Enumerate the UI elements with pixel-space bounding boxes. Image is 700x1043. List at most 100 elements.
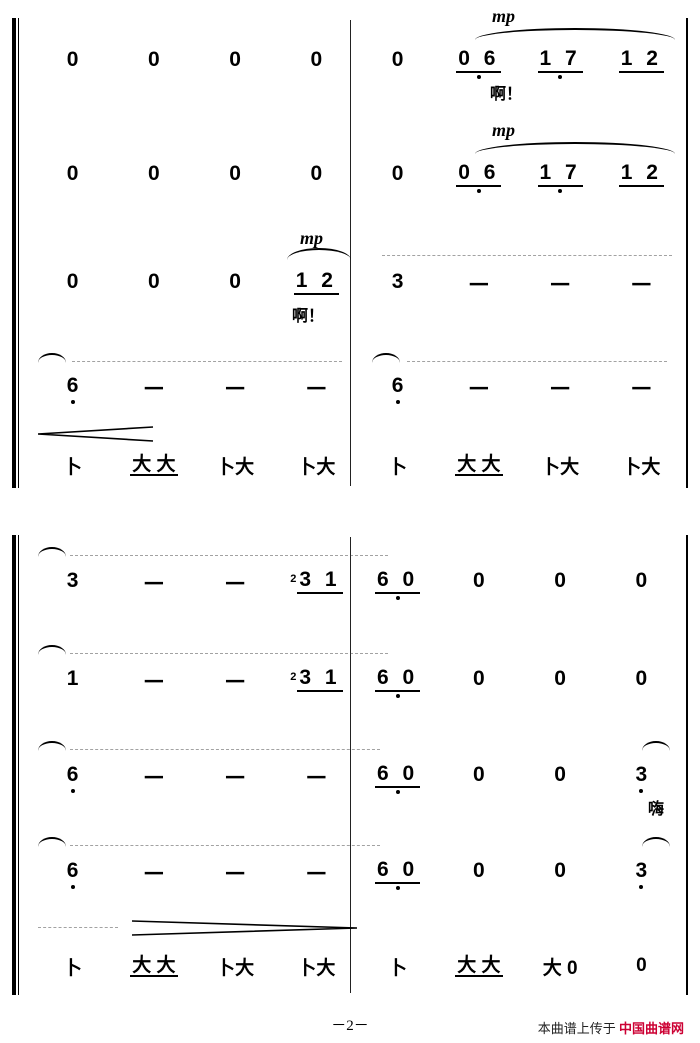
note: 3	[601, 859, 682, 883]
note: 6	[32, 859, 113, 883]
dynamic-mp: mp	[300, 228, 323, 249]
staff-row: 0 0 0 0 0 0 6 1 7 1 2	[32, 40, 682, 80]
rest-dash: －	[438, 265, 519, 300]
staff-row: 6 － － － 6 0 0 0 3	[32, 851, 682, 891]
note: 23 1	[276, 666, 357, 691]
note: 0	[438, 859, 519, 883]
staff-row: 6 － － － 6 － － －	[32, 366, 682, 406]
rest-dash: －	[520, 265, 601, 300]
rest-dash: －	[195, 662, 276, 697]
system-2: 3 － － 23 1 6 0 0 0 0 1 － － 23 1 6 0 0 0 …	[12, 535, 688, 995]
phrase-line	[38, 927, 118, 928]
rest-dash: －	[195, 564, 276, 599]
rest-dash: －	[195, 758, 276, 793]
phrase-line	[70, 749, 380, 750]
staff-row: 1 － － 23 1 6 0 0 0 0	[32, 659, 682, 699]
note: 6 0	[357, 666, 438, 691]
note: 6 0	[357, 568, 438, 593]
tie	[38, 645, 66, 656]
brace-thick	[12, 535, 16, 995]
phrase-line	[70, 555, 388, 556]
note: 1 2	[601, 161, 682, 186]
staff-row: 6 － － － 6 0 0 0 3	[32, 755, 682, 795]
note: 0	[438, 763, 519, 787]
perc: 卜	[32, 452, 113, 479]
note: 0	[601, 667, 682, 691]
rest-dash: －	[601, 369, 682, 404]
note: 6	[357, 374, 438, 398]
note: 6	[32, 763, 113, 787]
lyric-ah: 啊！	[292, 302, 324, 326]
perc: 卜	[357, 953, 438, 980]
perc: 卜大	[276, 953, 357, 980]
dynamic-mp: mp	[492, 6, 515, 27]
crescendo	[38, 426, 158, 442]
note: 3	[601, 763, 682, 787]
note: 6 0	[357, 762, 438, 787]
note: 1	[32, 667, 113, 691]
rest-dash: －	[195, 369, 276, 404]
rest-dash: －	[276, 854, 357, 889]
perc: 大 大	[113, 454, 194, 477]
barline-end	[686, 535, 688, 995]
phrase-line	[72, 361, 342, 362]
note: 0	[195, 48, 276, 72]
note: 0 6	[438, 161, 519, 186]
note: 3	[32, 569, 113, 593]
note: 3	[357, 270, 438, 294]
note: 23 1	[276, 568, 357, 593]
note: 1 7	[520, 161, 601, 186]
note: 0	[113, 162, 194, 186]
rest-dash: －	[113, 369, 194, 404]
perc: 卜	[357, 452, 438, 479]
note: 0	[195, 270, 276, 294]
note: 0 6	[438, 47, 519, 72]
rest-dash: －	[520, 369, 601, 404]
rest-dash: －	[276, 369, 357, 404]
phrase-line	[407, 361, 667, 362]
lyric-ah: 啊！	[490, 80, 522, 104]
note: 6 0	[357, 858, 438, 883]
note: 0	[357, 48, 438, 72]
slur	[287, 248, 351, 262]
phrase-line	[70, 653, 388, 654]
perc: 卜	[32, 953, 113, 980]
note: 0	[195, 162, 276, 186]
percussion-row: 卜 大 大 卜大 卜大 卜 大 大 大 0 0	[32, 951, 682, 981]
perc: 大 0	[520, 953, 601, 980]
rest-dash: －	[601, 265, 682, 300]
note: 1 7	[520, 47, 601, 72]
note: 0	[520, 763, 601, 787]
dynamic-mp: mp	[492, 120, 515, 141]
credit-logo: 中国曲谱网	[619, 1021, 684, 1036]
system-1: mp mp mp 0 0 0 0 0 0 6 1 7 1 2 啊！ 0 0 0 …	[12, 18, 688, 488]
tie	[642, 837, 670, 848]
note: 0	[520, 667, 601, 691]
brace-thick	[12, 18, 16, 488]
staff-row: 0 0 0 1 2 3 － － －	[32, 262, 682, 302]
rest-dash: －	[113, 564, 194, 599]
barline-end	[686, 18, 688, 488]
percussion-row: 卜 大 大 卜大 卜大 卜 大 大 卜大 卜大	[32, 450, 682, 480]
note: 0	[438, 569, 519, 593]
lyric-hei: 嗨	[648, 795, 664, 819]
staff-row: 0 0 0 0 0 0 6 1 7 1 2	[32, 154, 682, 194]
rest-dash: －	[438, 369, 519, 404]
note: 0	[438, 667, 519, 691]
staff-row: 3 － － 23 1 6 0 0 0 0	[32, 561, 682, 601]
note: 0	[601, 569, 682, 593]
rest-dash: －	[195, 854, 276, 889]
decrescendo	[132, 919, 362, 937]
rest-dash: －	[113, 758, 194, 793]
note: 0	[32, 270, 113, 294]
note: 0	[32, 48, 113, 72]
sheet-music-page: mp mp mp 0 0 0 0 0 0 6 1 7 1 2 啊！ 0 0 0 …	[0, 0, 700, 1043]
note: 0	[113, 270, 194, 294]
perc: 0	[601, 955, 682, 977]
perc: 大 大	[438, 454, 519, 477]
perc: 卜大	[520, 452, 601, 479]
upload-credit: 本曲谱上传于 中国曲谱网	[538, 1018, 684, 1037]
rest-dash: －	[113, 662, 194, 697]
tie	[38, 837, 66, 848]
phrase-line	[382, 255, 672, 256]
